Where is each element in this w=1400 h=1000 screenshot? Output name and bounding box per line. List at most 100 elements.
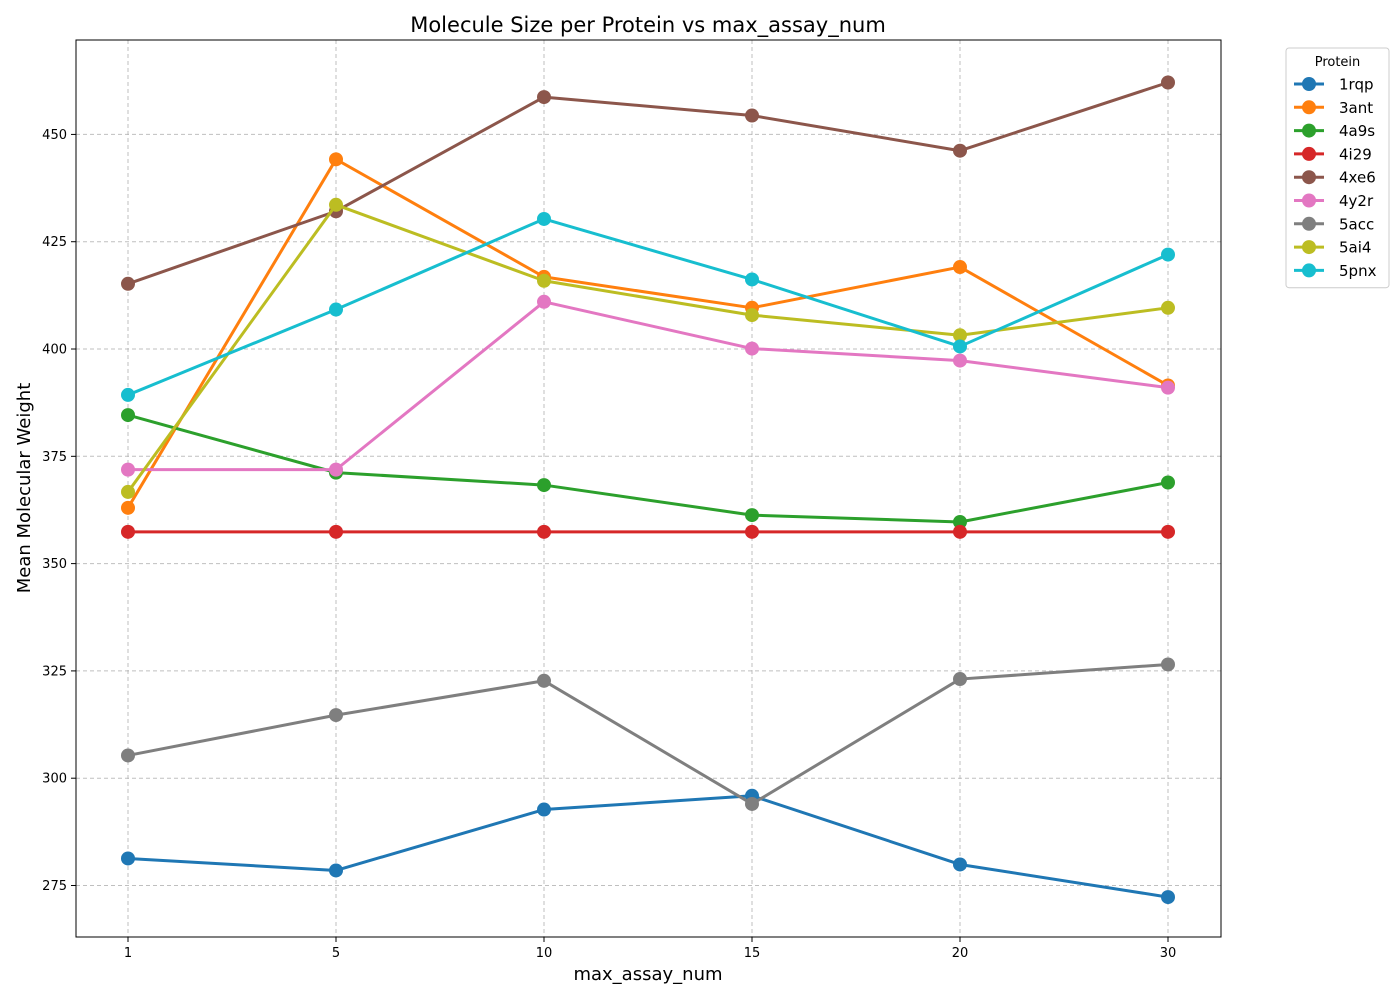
- data-point-4a9s: [537, 478, 551, 493]
- data-point-4y2r: [745, 341, 759, 356]
- data-point-1rqp: [537, 802, 551, 817]
- legend-item-5pnx: 5pnx: [1294, 262, 1377, 280]
- series-line-4y2r: [126, 300, 1170, 472]
- legend-swatch-marker: [1302, 216, 1316, 231]
- legend-swatch-marker: [1302, 77, 1316, 91]
- data-point-5acc: [1161, 657, 1175, 672]
- legend: Protein 1rqp 3ant 4a9s 4i29 4xe6 4y2r 5acc 5ai4 5…: [1285, 47, 1390, 289]
- data-point-3ant: [953, 260, 967, 275]
- data-point-5pnx: [121, 387, 135, 402]
- data-point-5pnx: [329, 302, 343, 317]
- legend-label: 4i29: [1339, 145, 1372, 163]
- data-point-5pnx: [1161, 247, 1175, 262]
- data-point-3ant: [329, 152, 343, 167]
- data-point-5pnx: [745, 272, 759, 287]
- data-point-4a9s: [1161, 475, 1175, 490]
- x-tick-label: 5: [332, 946, 340, 961]
- y-tick-label: 325: [42, 664, 67, 679]
- series-line-5acc: [126, 662, 1170, 806]
- data-point-4y2r: [953, 353, 967, 368]
- x-axis-label: max_assay_num: [573, 964, 722, 985]
- data-point-5acc: [953, 672, 967, 687]
- data-point-4a9s: [121, 408, 135, 423]
- data-point-4i29: [329, 524, 343, 539]
- legend-item-4a9s: 4a9s: [1294, 122, 1375, 140]
- legend-label: 4a9s: [1339, 122, 1375, 140]
- data-point-4a9s: [953, 514, 967, 529]
- data-point-5ai4: [537, 273, 551, 288]
- data-point-5acc: [329, 708, 343, 723]
- data-point-4y2r: [537, 294, 551, 309]
- legend-swatch-marker: [1302, 170, 1316, 185]
- data-point-4y2r: [329, 462, 343, 477]
- data-point-4i29: [745, 524, 759, 539]
- y-tick-label: 375: [42, 450, 67, 465]
- legend-label: 5pnx: [1339, 262, 1377, 280]
- data-point-1rqp: [121, 851, 135, 866]
- data-point-3ant: [121, 500, 135, 515]
- legend-item-4i29: 4i29: [1294, 145, 1372, 163]
- data-point-1rqp: [1161, 890, 1175, 905]
- data-point-1rqp: [953, 857, 967, 872]
- data-point-4i29: [1161, 524, 1175, 539]
- legend-swatch-marker: [1302, 123, 1316, 138]
- legend-label: 4xe6: [1339, 169, 1376, 187]
- series-4i29: [121, 524, 1175, 539]
- data-point-4xe6: [121, 276, 135, 291]
- data-point-5acc: [537, 673, 551, 688]
- series-line-1rqp: [126, 794, 1170, 899]
- data-point-4i29: [953, 524, 967, 539]
- legend-item-5ai4: 5ai4: [1294, 239, 1371, 257]
- y-tick-label: 425: [42, 235, 67, 250]
- x-tick-label: 20: [952, 946, 969, 961]
- legend-item-3ant: 3ant: [1294, 99, 1373, 117]
- y-tick-label: 350: [42, 557, 67, 572]
- data-point-5ai4: [329, 197, 343, 212]
- legend-item-1rqp: 1rqp: [1294, 76, 1374, 94]
- legend-swatch-marker: [1302, 263, 1316, 278]
- data-point-4xe6: [745, 108, 759, 123]
- legend-swatch-marker: [1302, 146, 1316, 161]
- data-point-4y2r: [121, 462, 135, 477]
- x-tick-label: 10: [536, 946, 553, 961]
- plot-frame: [75, 39, 1222, 938]
- legend-swatch-marker: [1302, 100, 1316, 115]
- series-lines: [121, 75, 1175, 905]
- data-point-5ai4: [953, 328, 967, 343]
- data-point-5ai4: [745, 308, 759, 323]
- series-5acc: [121, 657, 1175, 811]
- data-point-4i29: [537, 524, 551, 539]
- grid: [76, 40, 1221, 937]
- series-4a9s: [121, 408, 1175, 529]
- y-tick-label: 300: [42, 772, 67, 787]
- data-point-5acc: [745, 796, 759, 811]
- series-line-5pnx: [126, 217, 1170, 397]
- data-point-4i29: [121, 524, 135, 539]
- data-point-5ai4: [1161, 300, 1175, 315]
- data-point-4xe6: [953, 143, 967, 158]
- series-line-3ant: [126, 157, 1170, 510]
- legend-label: 4y2r: [1339, 192, 1374, 210]
- data-point-5acc: [121, 748, 135, 763]
- legend-label: 5acc: [1339, 215, 1374, 233]
- x-tick-label: 1: [124, 946, 132, 961]
- series-5pnx: [121, 211, 1175, 402]
- legend-swatch-marker: [1302, 193, 1316, 208]
- y-tick-label: 400: [42, 343, 67, 358]
- legend-label: 1rqp: [1339, 76, 1374, 94]
- legend-item-4xe6: 4xe6: [1294, 169, 1376, 187]
- series-1rqp: [121, 788, 1175, 905]
- data-point-4xe6: [537, 90, 551, 105]
- legend-item-5acc: 5acc: [1294, 215, 1374, 233]
- data-point-5pnx: [953, 339, 967, 354]
- y-tick-label: 450: [42, 128, 67, 143]
- data-point-5ai4: [121, 484, 135, 499]
- data-point-1rqp: [329, 863, 343, 878]
- data-point-4y2r: [1161, 380, 1175, 395]
- legend-label: 5ai4: [1339, 239, 1371, 257]
- data-point-4xe6: [1161, 75, 1175, 90]
- x-tick-label: 30: [1160, 946, 1177, 961]
- legend-label: 3ant: [1339, 99, 1373, 117]
